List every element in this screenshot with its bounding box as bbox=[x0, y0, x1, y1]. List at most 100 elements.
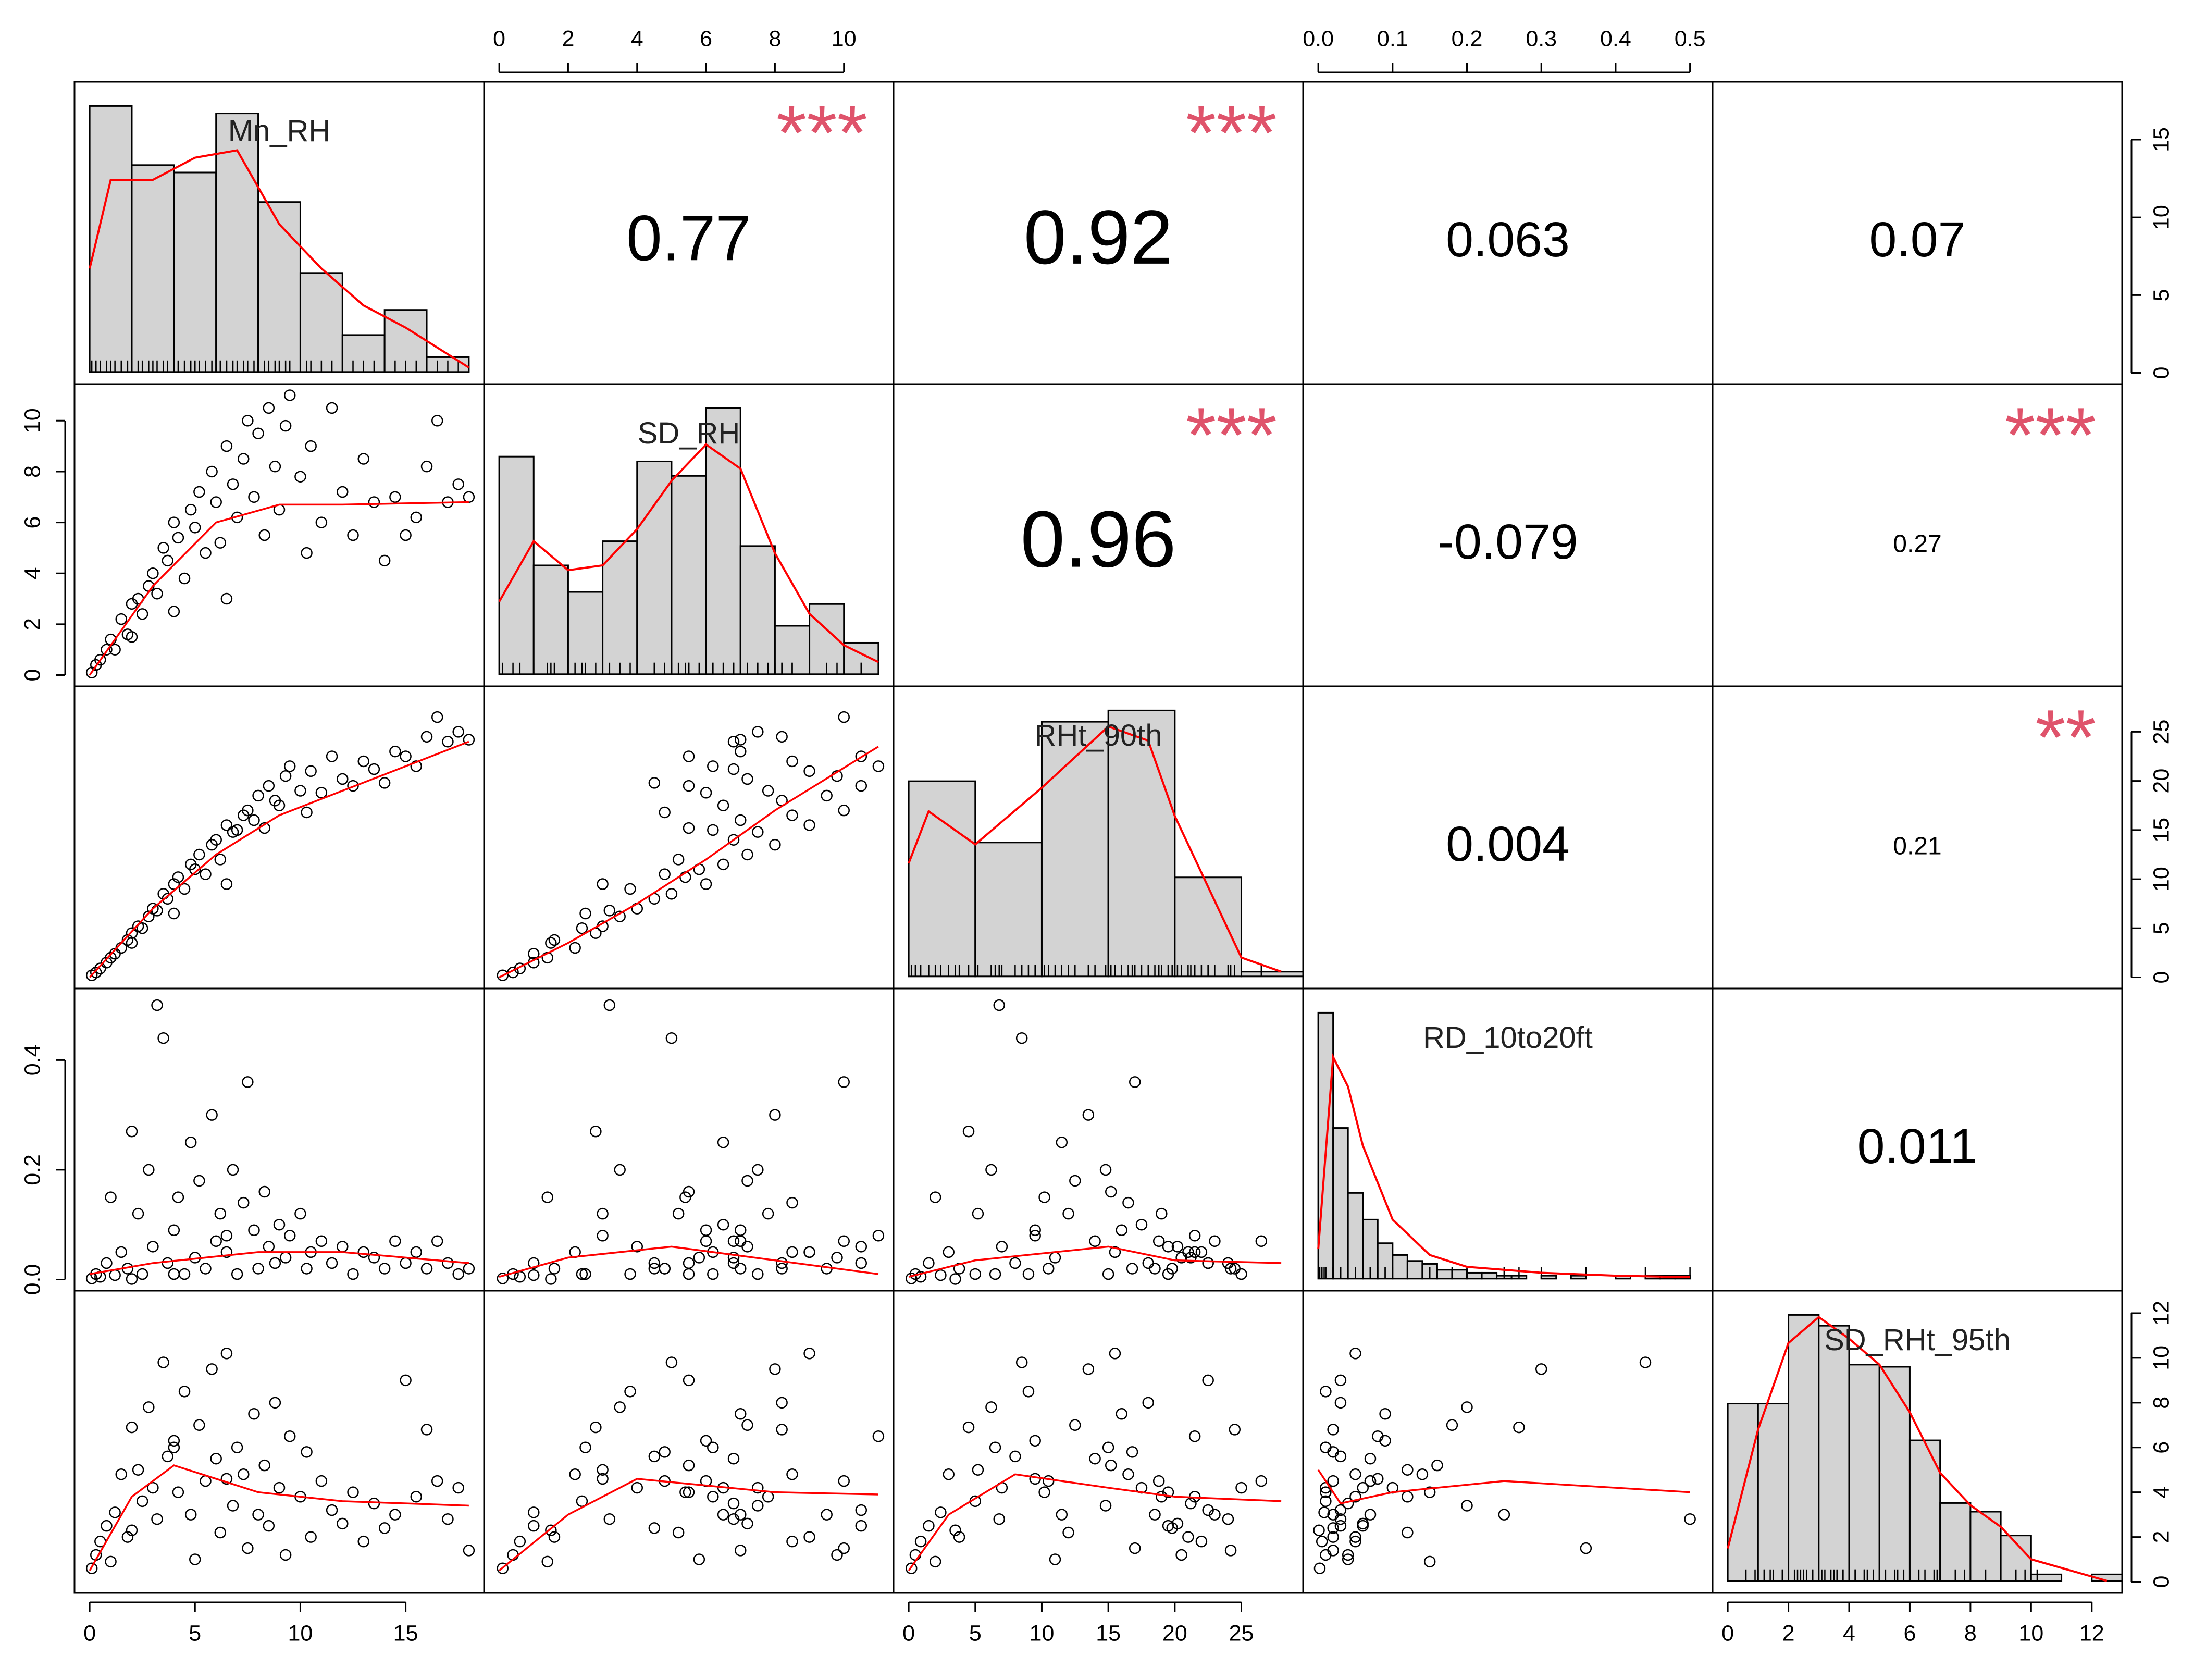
point bbox=[168, 516, 180, 528]
tick-label: 15 bbox=[2149, 818, 2174, 843]
point bbox=[576, 1268, 588, 1280]
histogram-bar bbox=[1347, 1192, 1364, 1280]
point bbox=[929, 1555, 941, 1568]
histogram-bar bbox=[1481, 1271, 1498, 1280]
tick-label: 4 bbox=[631, 26, 643, 51]
point bbox=[648, 1263, 661, 1275]
point bbox=[178, 1268, 191, 1280]
histogram-panel bbox=[1317, 1011, 1691, 1280]
point bbox=[727, 763, 740, 775]
point bbox=[579, 907, 591, 920]
histogram-bar bbox=[567, 591, 604, 675]
point bbox=[151, 588, 163, 600]
point bbox=[734, 1408, 747, 1420]
point bbox=[672, 1207, 685, 1220]
tick-label: 0 bbox=[1721, 1621, 1734, 1646]
point bbox=[258, 1185, 270, 1198]
point bbox=[227, 478, 239, 490]
point bbox=[452, 478, 464, 490]
point bbox=[683, 1268, 695, 1280]
point bbox=[648, 777, 661, 789]
point bbox=[776, 1424, 788, 1436]
scatter-panel bbox=[85, 711, 475, 981]
point bbox=[972, 1207, 984, 1220]
point bbox=[1202, 1374, 1214, 1387]
point bbox=[624, 1386, 636, 1398]
histogram-bar bbox=[173, 171, 217, 373]
histogram-panel bbox=[89, 105, 470, 373]
smooth-line bbox=[89, 1464, 469, 1571]
point bbox=[1099, 1500, 1112, 1512]
point bbox=[378, 777, 391, 789]
histogram-bar bbox=[908, 780, 976, 978]
point bbox=[707, 824, 719, 836]
histogram-bar bbox=[1540, 1275, 1557, 1280]
point bbox=[258, 529, 270, 541]
point bbox=[727, 1497, 740, 1510]
point bbox=[1142, 1397, 1155, 1409]
point bbox=[648, 1522, 661, 1534]
point bbox=[1162, 1241, 1174, 1253]
point bbox=[337, 773, 349, 785]
point bbox=[1357, 1520, 1369, 1532]
point bbox=[962, 1125, 975, 1138]
point bbox=[1313, 1562, 1326, 1574]
point bbox=[548, 934, 561, 946]
point bbox=[1402, 1464, 1414, 1476]
smooth-line bbox=[499, 1245, 879, 1278]
scatter-panel bbox=[85, 389, 475, 678]
point bbox=[242, 804, 254, 817]
point bbox=[679, 1486, 691, 1498]
tick-label: 10 bbox=[288, 1621, 313, 1646]
point bbox=[1235, 1268, 1247, 1280]
point bbox=[683, 1185, 695, 1198]
point bbox=[1129, 1542, 1141, 1554]
density-line bbox=[89, 149, 469, 368]
point bbox=[803, 1348, 815, 1360]
point bbox=[1069, 1419, 1081, 1431]
point bbox=[528, 1520, 540, 1532]
point bbox=[1327, 1475, 1339, 1487]
point bbox=[1056, 1137, 1068, 1148]
point bbox=[665, 888, 678, 900]
point bbox=[389, 745, 401, 758]
point bbox=[1188, 1246, 1201, 1258]
point bbox=[872, 1230, 885, 1242]
point bbox=[126, 1125, 138, 1138]
correlation-value: 0.063 bbox=[1446, 212, 1570, 267]
smooth-line bbox=[89, 501, 469, 676]
point bbox=[969, 1268, 982, 1280]
tick-label: 6 bbox=[700, 26, 712, 51]
point bbox=[1334, 1450, 1347, 1463]
point bbox=[238, 1196, 250, 1209]
point bbox=[996, 1241, 1008, 1253]
panel-border bbox=[893, 1290, 1304, 1594]
point bbox=[162, 1450, 173, 1463]
point bbox=[1334, 1504, 1347, 1516]
point bbox=[752, 1481, 764, 1494]
point bbox=[220, 819, 233, 831]
point bbox=[143, 1401, 155, 1413]
point bbox=[923, 1520, 935, 1532]
point bbox=[1318, 1506, 1330, 1518]
point bbox=[962, 1421, 975, 1434]
point bbox=[1334, 1520, 1347, 1532]
point bbox=[752, 726, 764, 738]
point bbox=[717, 1218, 729, 1231]
point bbox=[347, 529, 359, 541]
point bbox=[707, 1441, 719, 1453]
point bbox=[741, 1241, 753, 1253]
point bbox=[400, 1374, 412, 1387]
panel-border bbox=[1302, 1290, 1714, 1594]
density-line bbox=[498, 443, 879, 663]
point bbox=[263, 402, 275, 414]
point bbox=[147, 1241, 159, 1253]
histogram-bar bbox=[671, 475, 707, 675]
point bbox=[389, 1509, 401, 1521]
tick-label: 6 bbox=[2149, 1441, 2174, 1454]
point bbox=[105, 952, 117, 964]
point bbox=[168, 606, 180, 617]
point bbox=[1135, 1218, 1148, 1231]
point bbox=[935, 1269, 947, 1281]
